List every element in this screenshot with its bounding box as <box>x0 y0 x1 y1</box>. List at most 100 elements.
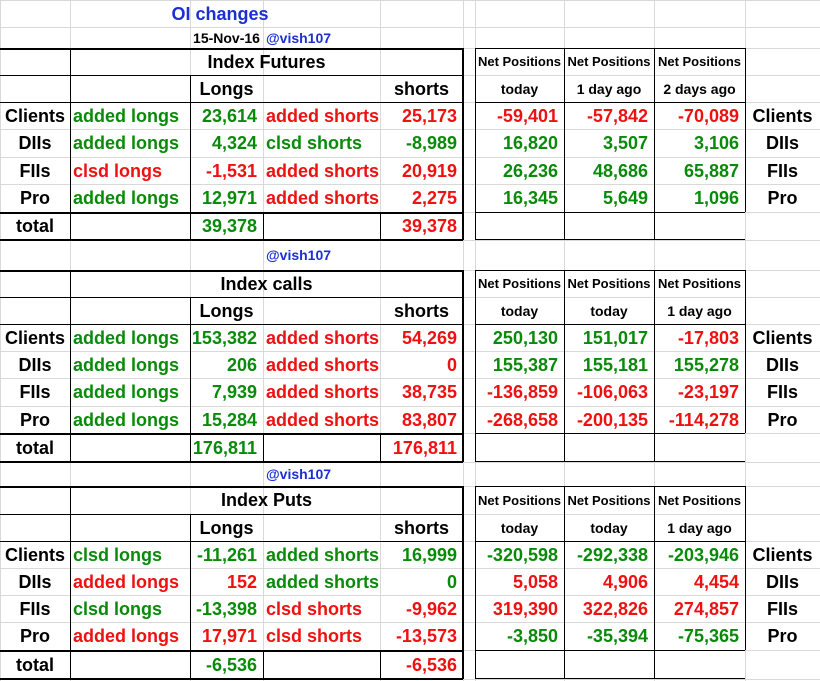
longs-value: 15,284 <box>201 409 257 430</box>
participant-name: FIIs <box>19 382 51 402</box>
participant-name: DIIs <box>18 354 52 375</box>
shorts-value: 20,919 <box>401 160 457 181</box>
participant-name: Pro <box>19 409 50 430</box>
table-border <box>654 486 655 679</box>
participant-name: FIIs <box>19 160 51 181</box>
net-position-value: 155,181 <box>582 354 648 375</box>
net-positions-header: Net Positions <box>657 492 742 508</box>
shorts-value: 54,269 <box>401 327 457 348</box>
net-positions-period: 1 day ago <box>667 519 732 536</box>
longs-value: 12,971 <box>201 188 257 208</box>
long-action: added longs <box>73 327 180 348</box>
net-positions-period: today <box>500 302 539 319</box>
shorts-value: 0 <box>446 571 457 592</box>
table-border <box>475 541 745 542</box>
participant-name: Clients <box>4 105 65 126</box>
participant-name: DIIs <box>18 133 52 153</box>
net-position-value: 16,345 <box>502 188 558 208</box>
table-border <box>475 270 745 271</box>
net-position-value: -35,394 <box>586 626 648 646</box>
author-handle: @vish107 <box>266 466 332 482</box>
net-position-value: 5,649 <box>602 188 648 208</box>
table-border <box>263 650 264 679</box>
participant-name-right: DIIs <box>765 354 799 375</box>
table-border <box>475 433 745 434</box>
table-border <box>0 239 463 241</box>
table-border <box>263 212 264 240</box>
participant-name-right: Pro <box>767 188 798 208</box>
long-action: added longs <box>73 382 180 402</box>
longs-value: 153,382 <box>191 327 257 348</box>
short-action: clsd shorts <box>266 598 363 619</box>
net-position-value: -200,135 <box>576 409 648 430</box>
participant-name-right: Pro <box>767 409 798 430</box>
table-border <box>462 48 464 240</box>
table-border <box>475 650 745 651</box>
net-position-value: 26,236 <box>502 160 558 181</box>
long-action: added longs <box>73 133 180 153</box>
net-position-value: 322,826 <box>582 598 648 619</box>
net-position-value: 4,454 <box>693 571 739 592</box>
total-shorts: 39,378 <box>401 216 457 236</box>
net-position-value: 3,106 <box>693 133 739 153</box>
table-border <box>745 48 746 212</box>
long-action: clsd longs <box>73 544 163 565</box>
table-border <box>475 486 476 679</box>
shorts-value: 25,173 <box>401 105 457 126</box>
author-handle: @vish107 <box>266 29 332 46</box>
shorts-value: -13,573 <box>395 626 457 646</box>
net-positions-header: Net Positions <box>477 54 562 69</box>
total-label: total <box>16 216 54 236</box>
total-longs: 176,811 <box>192 437 257 458</box>
long-action: added longs <box>73 409 180 430</box>
participant-name-right: Clients <box>752 544 813 565</box>
table-border <box>654 270 655 462</box>
longs-value: 206 <box>226 354 257 375</box>
net-positions-header: Net Positions <box>477 492 562 508</box>
table-border <box>190 514 191 679</box>
short-action: added shorts <box>266 105 380 126</box>
table-border <box>475 461 745 462</box>
table-border <box>475 48 476 240</box>
net-position-value: -114,278 <box>668 409 739 430</box>
long-action: added longs <box>73 354 180 375</box>
shorts-header: shorts <box>393 78 449 99</box>
short-action: added shorts <box>266 160 380 181</box>
participant-name-right: Pro <box>767 626 798 646</box>
section-title: Index Puts <box>220 490 313 510</box>
table-border <box>0 324 463 325</box>
longs-value: -1,531 <box>205 160 257 181</box>
short-action: added shorts <box>266 188 380 208</box>
table-border <box>190 75 191 240</box>
participant-name-right: Clients <box>752 105 813 126</box>
short-action: added shorts <box>266 409 380 430</box>
longs-value: -13,398 <box>195 598 257 619</box>
table-border <box>380 433 381 462</box>
table-border <box>475 678 745 679</box>
net-position-value: -59,401 <box>496 105 558 126</box>
table-border <box>190 297 191 462</box>
net-position-value: -17,803 <box>677 327 739 348</box>
net-position-value: 16,820 <box>502 133 558 153</box>
net-position-value: 65,887 <box>683 160 739 181</box>
table-border <box>263 433 264 462</box>
net-positions-header: Net Positions <box>567 492 651 508</box>
shorts-value: 2,275 <box>411 188 457 208</box>
table-border <box>654 48 655 240</box>
longs-value: 17,971 <box>201 626 257 646</box>
net-positions-period: 1 day ago <box>667 302 732 319</box>
net-position-value: -268,658 <box>486 409 558 430</box>
net-positions-period: today <box>590 302 628 319</box>
total-longs: -6,536 <box>205 654 257 675</box>
long-action: added longs <box>73 626 180 646</box>
table-border <box>745 486 746 650</box>
longs-value: 152 <box>226 571 257 592</box>
longs-header: Longs <box>199 78 254 99</box>
table-border <box>70 486 71 679</box>
longs-value: 4,324 <box>211 133 257 153</box>
long-action: added longs <box>73 571 180 592</box>
net-position-value: 319,390 <box>492 598 558 619</box>
table-border <box>462 486 464 679</box>
table-border <box>70 270 71 462</box>
